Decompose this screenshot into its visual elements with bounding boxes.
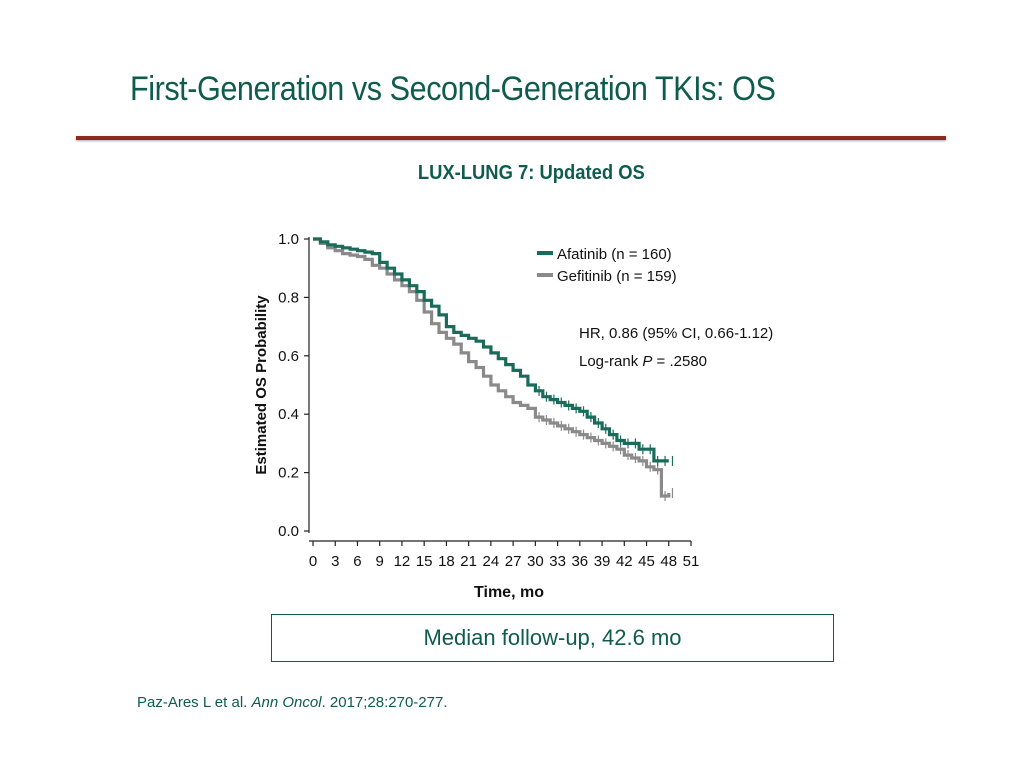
x-tick-label: 30 <box>527 553 544 570</box>
x-tick-label: 24 <box>483 553 500 570</box>
slide-title: First-Generation vs Second-Generation TK… <box>130 70 776 108</box>
hazard-ratio-annotation: HR, 0.86 (95% CI, 0.66-1.12) <box>579 325 773 342</box>
x-tick-label: 12 <box>394 553 411 570</box>
logrank-value: = .2580 <box>652 353 707 370</box>
x-tick-label: 27 <box>505 553 522 570</box>
x-axis-label: Time, mo <box>474 584 544 601</box>
x-tick-label: 0 <box>309 553 317 570</box>
y-tick-label: 0.4 <box>278 406 299 423</box>
title-divider <box>76 136 946 140</box>
y-tick-label: 0.8 <box>278 289 299 306</box>
citation-journal: Ann Oncol <box>251 694 322 711</box>
chart-title: LUX-LUNG 7: Updated OS <box>417 162 645 184</box>
logrank-annotation: Log-rank P = .2580 <box>579 353 707 370</box>
series-line-gefitinib <box>313 237 671 498</box>
citation-details: . 2017;28:270-277. <box>321 694 448 711</box>
y-tick-label: 0.6 <box>278 348 299 365</box>
citation: Paz-Ares L et al. Ann Oncol. 2017;28:270… <box>137 694 448 711</box>
x-tick-label: 51 <box>683 553 700 570</box>
x-tick-label: 6 <box>353 553 361 570</box>
x-tick-label: 18 <box>438 553 455 570</box>
legend-label-gefitinib: Gefitinib (n = 159) <box>557 268 677 285</box>
x-tick-label: 9 <box>376 553 384 570</box>
citation-authors: Paz-Ares L et al. <box>137 694 252 711</box>
x-tick-label: 48 <box>660 553 677 570</box>
legend-label-afatinib: Afatinib (n = 160) <box>557 246 672 263</box>
chart-axes: 0.00.20.40.60.81.00 3 6 9 12 15 18 21 24 27 30 33 36… <box>278 231 699 570</box>
y-tick-label: 1.0 <box>278 231 299 248</box>
y-axis-label: Estimated OS Probability <box>253 295 270 475</box>
y-tick-label: 0.0 <box>278 523 299 540</box>
x-tick-label: 36 <box>571 553 588 570</box>
series-line-afatinib <box>313 237 669 463</box>
median-followup-box: Median follow-up, 42.6 mo <box>271 614 834 662</box>
x-tick-label: 42 <box>616 553 633 570</box>
x-tick-label: 3 <box>331 553 339 570</box>
x-tick-label: 39 <box>594 553 611 570</box>
x-tick-label: 45 <box>638 553 655 570</box>
logrank-prefix: Log-rank <box>579 353 642 370</box>
x-tick-label: 15 <box>416 553 433 570</box>
chart-series-layer <box>313 237 674 501</box>
x-tick-label: 33 <box>549 553 566 570</box>
x-tick-label: 21 <box>460 553 477 570</box>
chart-legend: Afatinib (n = 160) Gefitinib (n = 159) <box>537 246 677 285</box>
logrank-p-symbol: P <box>642 353 652 370</box>
y-tick-label: 0.2 <box>278 465 299 482</box>
median-followup-text: Median follow-up, 42.6 mo <box>423 625 682 650</box>
